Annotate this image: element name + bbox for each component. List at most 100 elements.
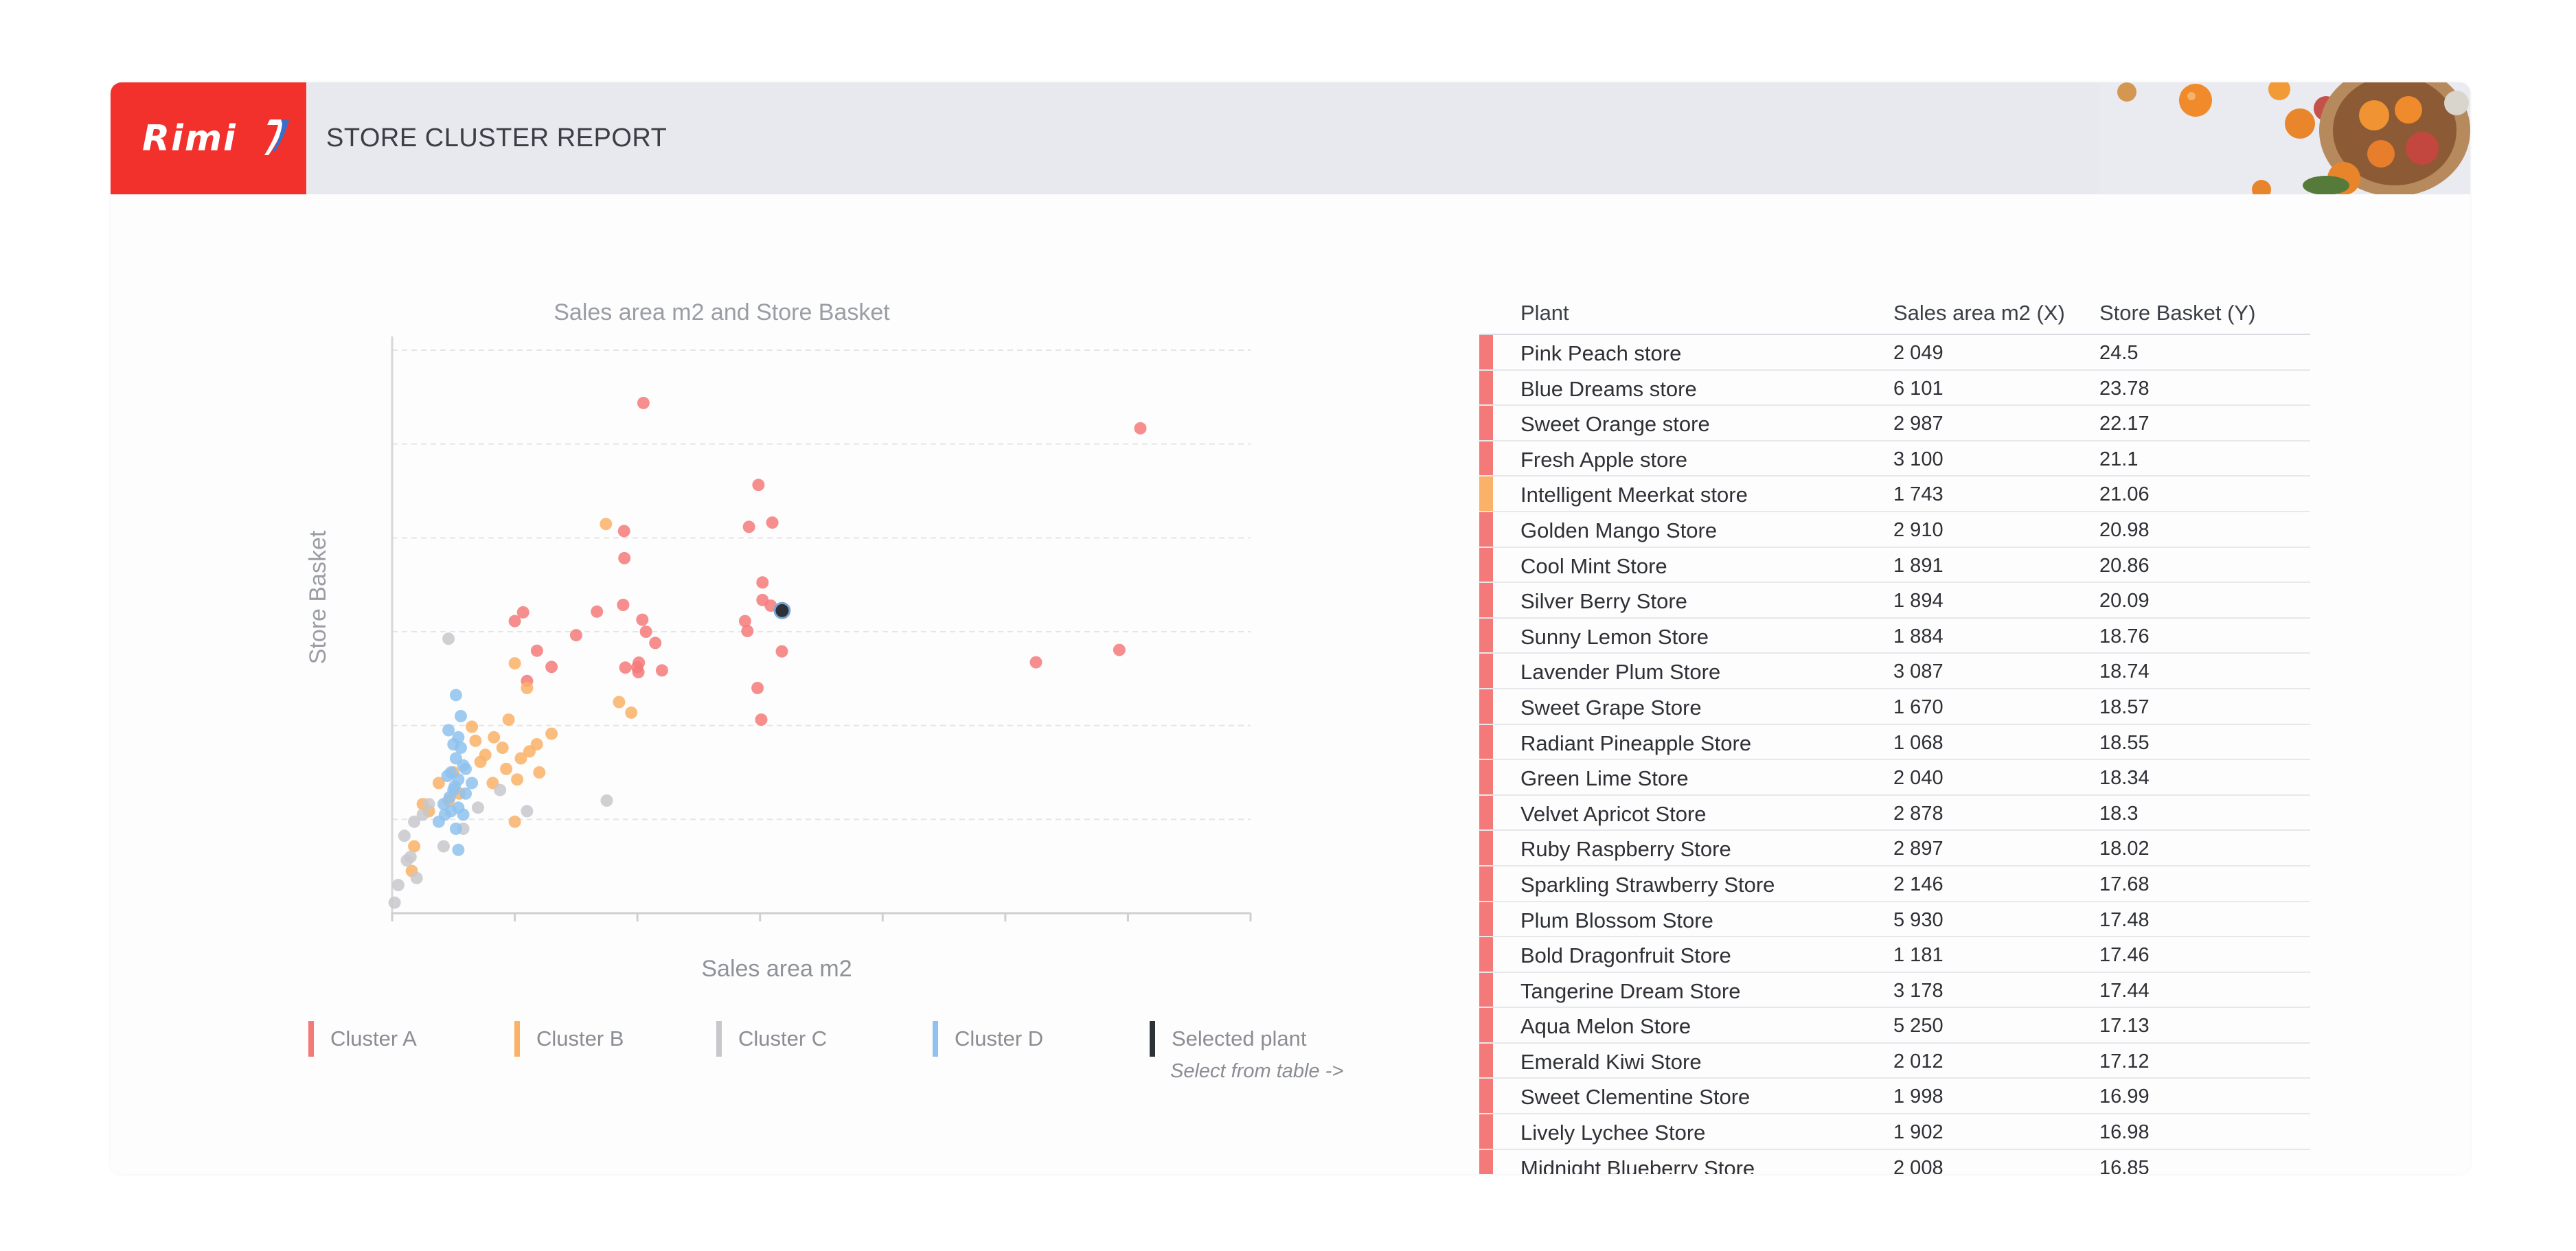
- table-row[interactable]: Tangerine Dream Store 3 178 17.44: [1479, 972, 2310, 1009]
- point-cluster-c[interactable]: [410, 871, 423, 884]
- point-cluster-d[interactable]: [441, 770, 454, 783]
- point-cluster-c[interactable]: [600, 794, 613, 807]
- table-row[interactable]: Blue Dreams store 6 101 23.78: [1479, 370, 2310, 406]
- point-cluster-a[interactable]: [751, 682, 764, 694]
- point-cluster-c[interactable]: [442, 632, 455, 645]
- point-cluster-a[interactable]: [755, 713, 768, 726]
- legend-cluster-c[interactable]: Cluster C: [716, 1021, 827, 1057]
- point-cluster-d[interactable]: [432, 815, 445, 828]
- table-row[interactable]: Ruby Raspberry Store 2 897 18.02: [1479, 831, 2310, 866]
- point-cluster-b[interactable]: [432, 777, 445, 790]
- point-cluster-c[interactable]: [398, 829, 411, 842]
- table-row[interactable]: Radiant Pineapple Store 1 068 18.55: [1479, 724, 2310, 761]
- table-row[interactable]: Plum Blossom Store 5 930 17.48: [1479, 902, 2310, 938]
- table-row[interactable]: Sparkling Strawberry Store 2 146 17.68: [1479, 866, 2310, 902]
- point-cluster-c[interactable]: [408, 815, 421, 828]
- point-cluster-a[interactable]: [619, 661, 632, 674]
- point-cluster-a[interactable]: [516, 606, 529, 619]
- point-cluster-c[interactable]: [494, 783, 507, 796]
- point-cluster-d[interactable]: [449, 823, 462, 835]
- point-cluster-a[interactable]: [752, 479, 765, 492]
- legend-cluster-b[interactable]: Cluster B: [514, 1021, 624, 1057]
- point-cluster-a[interactable]: [741, 625, 754, 637]
- point-cluster-a[interactable]: [655, 664, 668, 677]
- point-cluster-a[interactable]: [636, 613, 649, 626]
- table-row[interactable]: Golden Mango Store 2 910 20.98: [1479, 512, 2310, 548]
- point-cluster-d[interactable]: [449, 689, 462, 702]
- table-row[interactable]: Lively Lychee Store 1 902 16.98: [1479, 1114, 2310, 1150]
- point-cluster-b[interactable]: [545, 727, 558, 740]
- table-row[interactable]: Intelligent Meerkat store 1 743 21.06: [1479, 477, 2310, 512]
- table-row[interactable]: Bold Dragonfruit Store 1 181 17.46: [1479, 937, 2310, 973]
- point-cluster-a[interactable]: [1134, 422, 1147, 435]
- point-cluster-b[interactable]: [523, 745, 536, 758]
- point-cluster-b[interactable]: [511, 773, 524, 786]
- point-cluster-a[interactable]: [617, 599, 630, 611]
- table-row[interactable]: Midnight Blueberry Store 2 008 16.85: [1479, 1149, 2310, 1174]
- point-cluster-d[interactable]: [466, 777, 479, 790]
- point-cluster-b[interactable]: [613, 696, 626, 709]
- column-header-store-basket[interactable]: Store Basket (Y): [2099, 301, 2256, 325]
- table-row[interactable]: Sweet Clementine Store 1 998 16.99: [1479, 1079, 2310, 1115]
- point-cluster-d[interactable]: [457, 808, 470, 821]
- point-cluster-b[interactable]: [533, 766, 546, 779]
- point-cluster-a[interactable]: [766, 516, 779, 529]
- point-cluster-a[interactable]: [756, 576, 769, 589]
- point-cluster-b[interactable]: [408, 840, 421, 853]
- scatter-chart[interactable]: [111, 82, 1415, 1044]
- point-cluster-c[interactable]: [472, 801, 484, 814]
- point-cluster-c[interactable]: [437, 840, 450, 853]
- point-cluster-c[interactable]: [400, 854, 413, 867]
- point-cluster-d[interactable]: [447, 783, 460, 796]
- table-row[interactable]: Pink Peach store 2 049 24.5: [1479, 335, 2310, 371]
- point-cluster-a[interactable]: [530, 644, 543, 657]
- point-cluster-a[interactable]: [545, 661, 558, 674]
- point-cluster-b[interactable]: [508, 657, 521, 670]
- point-cluster-a[interactable]: [1113, 643, 1126, 656]
- point-cluster-b[interactable]: [508, 815, 521, 828]
- point-cluster-a[interactable]: [618, 551, 631, 564]
- legend-cluster-a[interactable]: Cluster A: [308, 1021, 417, 1057]
- point-cluster-c[interactable]: [416, 808, 429, 821]
- point-cluster-d[interactable]: [442, 724, 455, 737]
- point-cluster-a[interactable]: [637, 396, 650, 409]
- point-cluster-d[interactable]: [459, 762, 472, 775]
- point-cluster-d[interactable]: [447, 738, 460, 750]
- point-cluster-b[interactable]: [500, 762, 513, 775]
- point-cluster-a[interactable]: [591, 605, 604, 618]
- point-cluster-a[interactable]: [756, 593, 769, 606]
- point-cluster-b[interactable]: [514, 752, 527, 765]
- point-cluster-a[interactable]: [649, 636, 662, 650]
- point-cluster-d[interactable]: [437, 798, 450, 811]
- point-cluster-b[interactable]: [466, 720, 479, 733]
- table-row[interactable]: Green Lime Store 2 040 18.34: [1479, 760, 2310, 796]
- table-row[interactable]: Emerald Kiwi Store 2 012 17.12: [1479, 1043, 2310, 1079]
- table-row[interactable]: Sunny Lemon Store 1 884 18.76: [1479, 618, 2310, 654]
- table-row[interactable]: Lavender Plum Store 3 087 18.74: [1479, 654, 2310, 689]
- point-cluster-d[interactable]: [452, 843, 465, 856]
- point-cluster-a[interactable]: [632, 665, 645, 678]
- table-row[interactable]: Sweet Grape Store 1 670 18.57: [1479, 689, 2310, 725]
- point-cluster-a[interactable]: [1029, 656, 1042, 669]
- point-cluster-a[interactable]: [569, 629, 582, 642]
- point-cluster-c[interactable]: [521, 805, 534, 818]
- point-cluster-b[interactable]: [502, 713, 515, 726]
- table-row[interactable]: Fresh Apple store 3 100 21.1: [1479, 441, 2310, 477]
- point-cluster-a[interactable]: [508, 615, 521, 628]
- point-cluster-c[interactable]: [388, 896, 401, 909]
- point-cluster-d[interactable]: [455, 710, 467, 722]
- legend-cluster-d[interactable]: Cluster D: [933, 1021, 1043, 1057]
- column-header-plant[interactable]: Plant: [1520, 301, 1569, 325]
- point-cluster-b[interactable]: [479, 748, 492, 761]
- point-cluster-b[interactable]: [625, 706, 638, 719]
- point-cluster-a[interactable]: [639, 626, 652, 638]
- table-row[interactable]: Cool Mint Store 1 891 20.86: [1479, 547, 2310, 584]
- point-cluster-c[interactable]: [391, 879, 404, 891]
- legend-selected-plant[interactable]: Selected plant: [1150, 1021, 1306, 1057]
- point-cluster-a[interactable]: [738, 615, 751, 628]
- column-header-sales-area[interactable]: Sales area m2 (X): [1893, 301, 2065, 325]
- point-cluster-a[interactable]: [742, 520, 755, 533]
- point-cluster-b[interactable]: [488, 731, 501, 744]
- table-row[interactable]: Aqua Melon Store 5 250 17.13: [1479, 1008, 2310, 1044]
- table-row[interactable]: Sweet Orange store 2 987 22.17: [1479, 406, 2310, 441]
